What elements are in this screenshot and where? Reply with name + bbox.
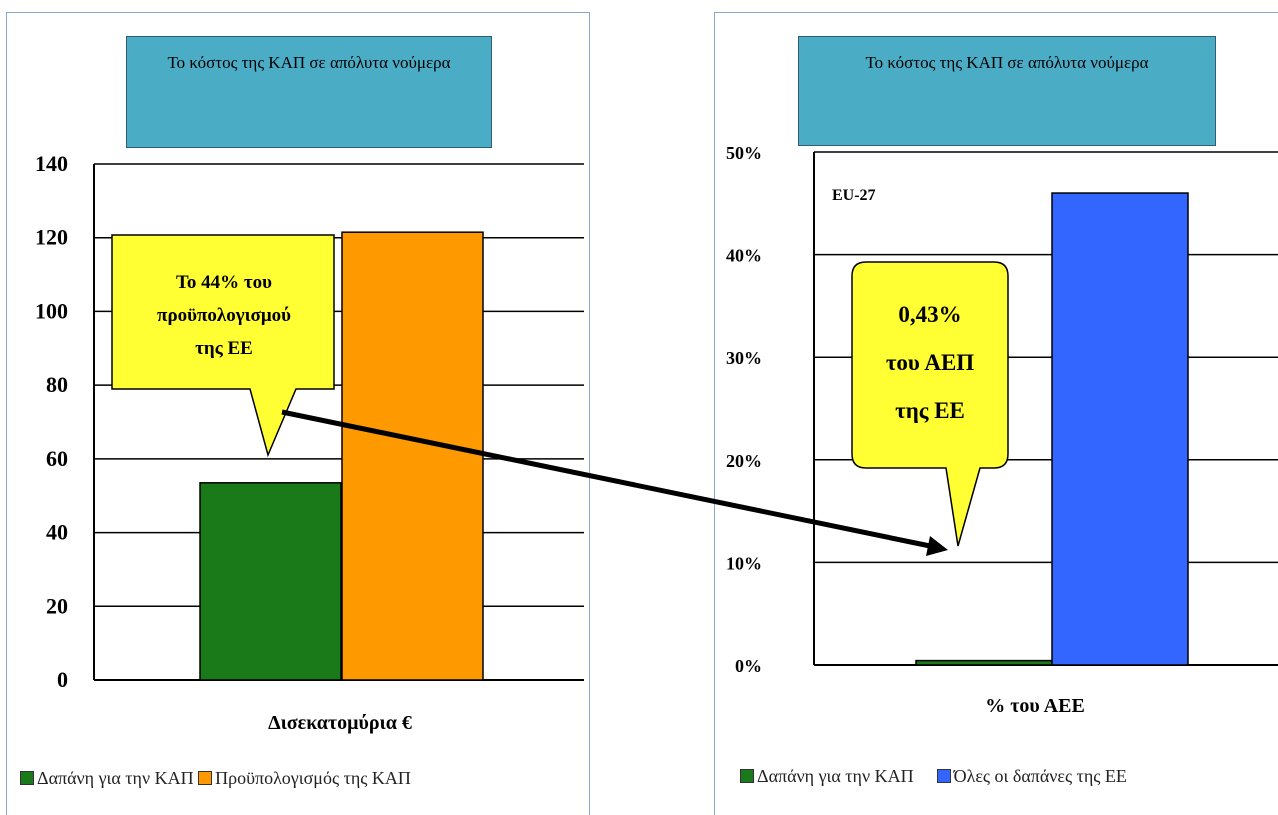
legend-label: Δαπάνη για την ΚΑΠ bbox=[757, 766, 914, 786]
legend-swatch-green bbox=[740, 769, 754, 784]
bar-cap-spending bbox=[915, 659, 1053, 666]
x-axis-label: % του ΑΕΕ bbox=[985, 695, 1085, 717]
left-chart-title: Το κόστος της ΚΑΠ σε απόλυτα νούμερα bbox=[126, 36, 492, 148]
x-axis-label: Δισεκατομύρια € bbox=[268, 712, 412, 734]
connector-arrow-head bbox=[926, 536, 948, 556]
legend-item: Προϋπολογισμός της ΚΑΠ bbox=[198, 768, 411, 788]
y-tick-label: 50% bbox=[726, 143, 762, 163]
legend-swatch-orange bbox=[198, 771, 213, 786]
legend-swatch-blue bbox=[936, 769, 951, 784]
legend-item: Όλες οι δαπάνες της ΕΕ bbox=[936, 766, 1127, 786]
y-tick-label: 0% bbox=[735, 656, 762, 676]
legend-swatch-green bbox=[20, 771, 34, 786]
legend-label: Όλες οι δαπάνες της ΕΕ bbox=[953, 766, 1127, 786]
y-tick-label: 80 bbox=[46, 372, 68, 397]
bar-total bbox=[341, 231, 484, 681]
y-tick-label: 40 bbox=[46, 520, 68, 545]
left-callout-text: Το 44% του προϋπολογισμού της ΕΕ bbox=[157, 272, 291, 359]
connector-arrow-line bbox=[281, 409, 931, 549]
y-tick-label: 140 bbox=[35, 151, 68, 176]
legend-item: Δαπάνη για την ΚΑΠ bbox=[20, 768, 194, 788]
y-tick-label: 10% bbox=[726, 553, 762, 573]
y-tick-label: 20 bbox=[46, 593, 68, 618]
right-legend: Δαπάνη για την ΚΑΠ Όλες οι δαπάνες της Ε… bbox=[740, 766, 1127, 787]
left-callout-shape bbox=[111, 234, 335, 458]
right-chart-title: Το κόστος της ΚΑΠ σε απόλυτα νούμερα bbox=[798, 36, 1216, 146]
legend-label: Προϋπολογισμός της ΚΑΠ bbox=[215, 768, 411, 788]
y-tick-label: 20% bbox=[726, 451, 762, 471]
y-tick-label: 120 bbox=[35, 225, 68, 250]
y-tick-label: 0 bbox=[57, 667, 68, 692]
right-callout-text: 0,43% του ΑΕΠ της ΕΕ bbox=[886, 302, 974, 423]
y-tick-label: 60 bbox=[46, 446, 68, 471]
eu27-annotation: EU-27 bbox=[832, 187, 876, 204]
legend-item: Δαπάνη για την ΚΑΠ bbox=[740, 766, 914, 786]
left-legend: Δαπάνη για την ΚΑΠ Προϋπολογισμός της ΚΑ… bbox=[20, 768, 411, 789]
y-tick-label: 100 bbox=[35, 298, 68, 323]
legend-label: Δαπάνη για την ΚΑΠ bbox=[37, 768, 194, 788]
bar-total bbox=[1051, 192, 1189, 666]
bar-cap-spending bbox=[199, 482, 342, 681]
right-callout-shape bbox=[851, 261, 1009, 547]
y-tick-label: 30% bbox=[726, 348, 762, 368]
y-tick-label: 40% bbox=[726, 246, 762, 266]
